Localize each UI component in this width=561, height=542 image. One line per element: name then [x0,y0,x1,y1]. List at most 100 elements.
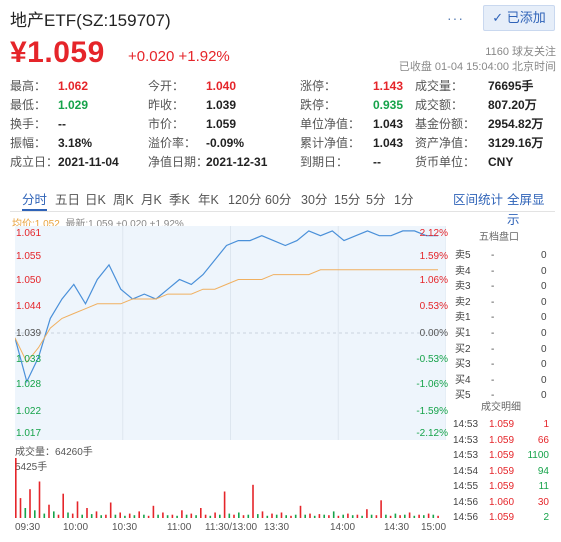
orderbook-volume: 0 [541,281,547,293]
volume-bar [147,515,150,518]
orderbook-label: 买2 [455,343,471,355]
tab-period[interactable]: 120分 [228,193,262,207]
orderbook-label: 买5 [455,390,471,402]
volume-bar [404,514,406,518]
orderbook-volume: 0 [541,312,547,324]
stat-value: 76695手 [488,79,534,93]
volume-bar [67,512,69,518]
volume-bar [38,481,41,518]
x-tick-label: 13:30 [264,522,290,533]
stat-value: -- [373,155,381,169]
tab-period[interactable]: 30分 [301,193,328,207]
pct-tick-label: 0.00% [419,328,448,339]
volume-bar [143,514,145,518]
volume-bar [185,514,188,518]
volume-bar [342,514,344,518]
stat-label: 换手： [10,117,47,131]
volume-chart[interactable] [15,456,446,518]
market-status-time: 已收盘 01-04 15:04:00 北京时间 [398,61,556,73]
added-watchlist-button[interactable]: ✓ 已添加 [483,5,555,31]
orderbook-volume: 0 [541,343,547,355]
volume-bar [242,515,245,518]
volume-bar [76,501,79,518]
tab-period[interactable]: 周K [113,193,134,207]
stat-value: 2021-12-31 [206,155,268,169]
price-change: +0.020 +1.92% [128,48,230,65]
trade-price: 1.059 [489,450,515,461]
stat-label: 市价： [148,117,185,131]
orderbook-price: - [491,296,495,308]
pct-tick-label: -2.12% [416,428,448,439]
tab-period[interactable]: 60分 [265,193,292,207]
range-stats-button[interactable]: 区间统计 [453,193,504,207]
pct-tick-label: 1.59% [419,251,448,262]
stat-label: 单位净值： [300,117,361,131]
x-tick-label: 10:00 [63,522,89,533]
volume-bar [423,515,425,518]
tab-period[interactable]: 年K [198,193,219,207]
stat-item: 市价： 1.059 [148,115,283,133]
volume-bar [275,514,278,518]
volume-bar [219,514,221,518]
trade-price: 1.059 [489,419,515,430]
chart-legend: 均价:1.052 最新:1.059 +0.020 +1.92% [12,215,184,230]
stat-label: 累计净值： [300,136,361,150]
orderbook-label: 卖5 [455,250,471,261]
volume-bar [304,514,306,518]
orderbook-volume: 0 [541,374,547,386]
volume-bar [162,512,164,518]
stat-item: 今开： 1.040 [148,77,283,95]
volume-bar [105,514,107,518]
pct-tick-label: 1.06% [419,275,448,286]
stat-value: CNY [488,155,514,169]
y-tick-label: 1.039 [16,328,42,339]
tab-period[interactable]: 分时 [22,190,48,211]
fullscreen-button[interactable]: 全屏显示 [507,193,545,227]
volume-bar [418,514,420,518]
stat-label: 涨停： [300,79,337,93]
volume-bar [280,512,283,518]
stat-item: 成立日： 2021-11-04 [10,153,145,171]
volume-bar [238,512,240,518]
volume-bar [138,511,140,518]
volume-bar [157,514,159,518]
volume-bar [309,513,311,518]
volume-bar [399,515,401,518]
tab-period[interactable]: 月K [141,193,162,207]
volume-bar [332,511,335,518]
volume-bar [15,458,17,518]
tab-period[interactable]: 季K [169,193,190,207]
volume-bar [271,513,273,518]
follower-count: 1160 球友关注 [485,46,556,58]
trade-volume: 94 [537,465,549,477]
orderbook-label: 卖4 [455,265,471,277]
tab-period[interactable]: 15分 [334,193,361,207]
series-line-latest [14,230,438,384]
stat-value: 1.143 [373,79,404,93]
legend-latest: 最新:1.059 +0.020 +1.92% [65,219,184,230]
orderbook-title: 五档盘口 [479,232,519,243]
stat-value: 1.029 [58,98,89,112]
chart-period-tabs: 分时 五日 日K 周K 月K 季K 年K 120分 60分 30分 15分 5分 1分 区间统计 全屏显示 [10,190,555,227]
y-tick-label: 1.033 [16,354,42,365]
volume-bar [375,515,378,518]
stat-item: 基金份额： 2954.82万 [415,115,550,133]
volume-bar [432,514,435,518]
orderbook-price: - [491,374,495,386]
x-tick-label: 09:30 [15,522,41,533]
volume-bar [328,515,330,518]
stat-label: 最高： [10,79,47,93]
volume-bar [437,515,439,518]
more-icon[interactable]: ··· [447,10,464,26]
volume-bar [19,498,22,518]
volume-bar [380,500,382,518]
volume-bar [356,514,359,518]
tab-period[interactable]: 五日 [55,193,81,207]
tab-period[interactable]: 1分 [394,193,414,207]
intraday-chart[interactable] [14,226,447,440]
volume-bar [100,515,102,518]
tab-period[interactable]: 日K [85,193,106,207]
tab-period[interactable]: 5分 [366,193,386,207]
orderbook-label: 买3 [455,359,471,371]
stat-value: 1.040 [206,79,237,93]
